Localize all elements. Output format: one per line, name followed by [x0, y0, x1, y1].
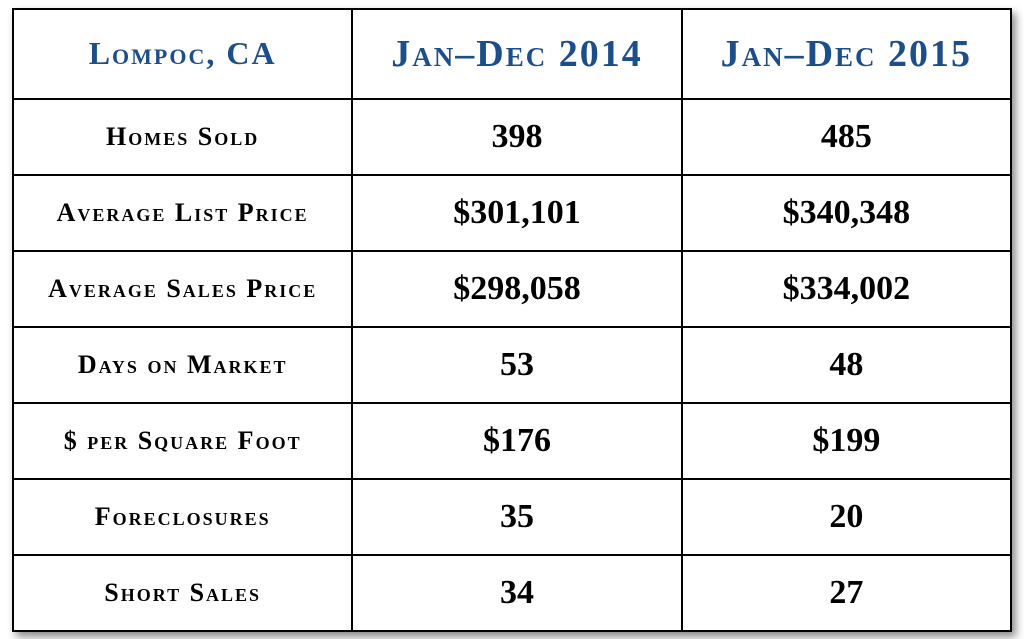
metric-value-2015: 48	[682, 327, 1011, 403]
metric-value-2014: $301,101	[352, 175, 681, 251]
table-row: Average Sales Price $298,058 $334,002	[13, 251, 1011, 327]
metric-label: Average List Price	[13, 175, 352, 251]
table-row: $ per Square Foot $176 $199	[13, 403, 1011, 479]
metric-value-2015: $199	[682, 403, 1011, 479]
metric-value-2015: 485	[682, 99, 1011, 175]
metric-value-2015: $340,348	[682, 175, 1011, 251]
metric-label: Foreclosures	[13, 479, 352, 555]
table-row: Short Sales 34 27	[13, 555, 1011, 631]
table-row: Days on Market 53 48	[13, 327, 1011, 403]
metric-value-2014: 53	[352, 327, 681, 403]
metric-label: $ per Square Foot	[13, 403, 352, 479]
metric-value-2014: $298,058	[352, 251, 681, 327]
metric-value-2014: 34	[352, 555, 681, 631]
metric-value-2014: 35	[352, 479, 681, 555]
header-period-1: Jan–Dec 2014	[352, 9, 681, 99]
metric-label: Average Sales Price	[13, 251, 352, 327]
table-row: Homes Sold 398 485	[13, 99, 1011, 175]
metric-value-2014: 398	[352, 99, 681, 175]
metric-label: Short Sales	[13, 555, 352, 631]
table-header-row: Lompoc, CA Jan–Dec 2014 Jan–Dec 2015	[13, 9, 1011, 99]
real-estate-stats-table: Lompoc, CA Jan–Dec 2014 Jan–Dec 2015 Hom…	[12, 8, 1012, 632]
metric-label: Days on Market	[13, 327, 352, 403]
metric-value-2014: $176	[352, 403, 681, 479]
header-period-2: Jan–Dec 2015	[682, 9, 1011, 99]
metric-value-2015: 20	[682, 479, 1011, 555]
header-location: Lompoc, CA	[13, 9, 352, 99]
table-row: Foreclosures 35 20	[13, 479, 1011, 555]
stats-table: Lompoc, CA Jan–Dec 2014 Jan–Dec 2015 Hom…	[12, 8, 1012, 632]
metric-value-2015: 27	[682, 555, 1011, 631]
table-row: Average List Price $301,101 $340,348	[13, 175, 1011, 251]
metric-label: Homes Sold	[13, 99, 352, 175]
metric-value-2015: $334,002	[682, 251, 1011, 327]
